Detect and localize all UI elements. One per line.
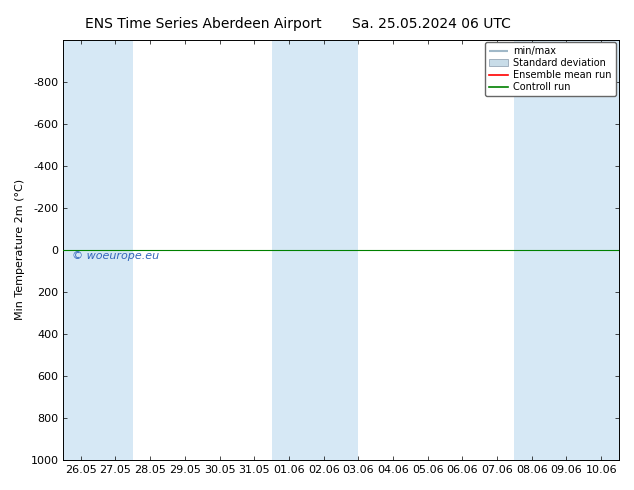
Text: © woeurope.eu: © woeurope.eu <box>72 251 159 261</box>
Bar <box>271 40 341 460</box>
Bar <box>63 40 133 460</box>
Bar <box>514 40 619 460</box>
Y-axis label: Min Temperature 2m (°C): Min Temperature 2m (°C) <box>15 179 25 320</box>
Text: ENS Time Series Aberdeen Airport: ENS Time Series Aberdeen Airport <box>84 17 321 31</box>
Legend: min/max, Standard deviation, Ensemble mean run, Controll run: min/max, Standard deviation, Ensemble me… <box>485 43 616 96</box>
Text: Sa. 25.05.2024 06 UTC: Sa. 25.05.2024 06 UTC <box>352 17 510 31</box>
Bar <box>341 40 358 460</box>
